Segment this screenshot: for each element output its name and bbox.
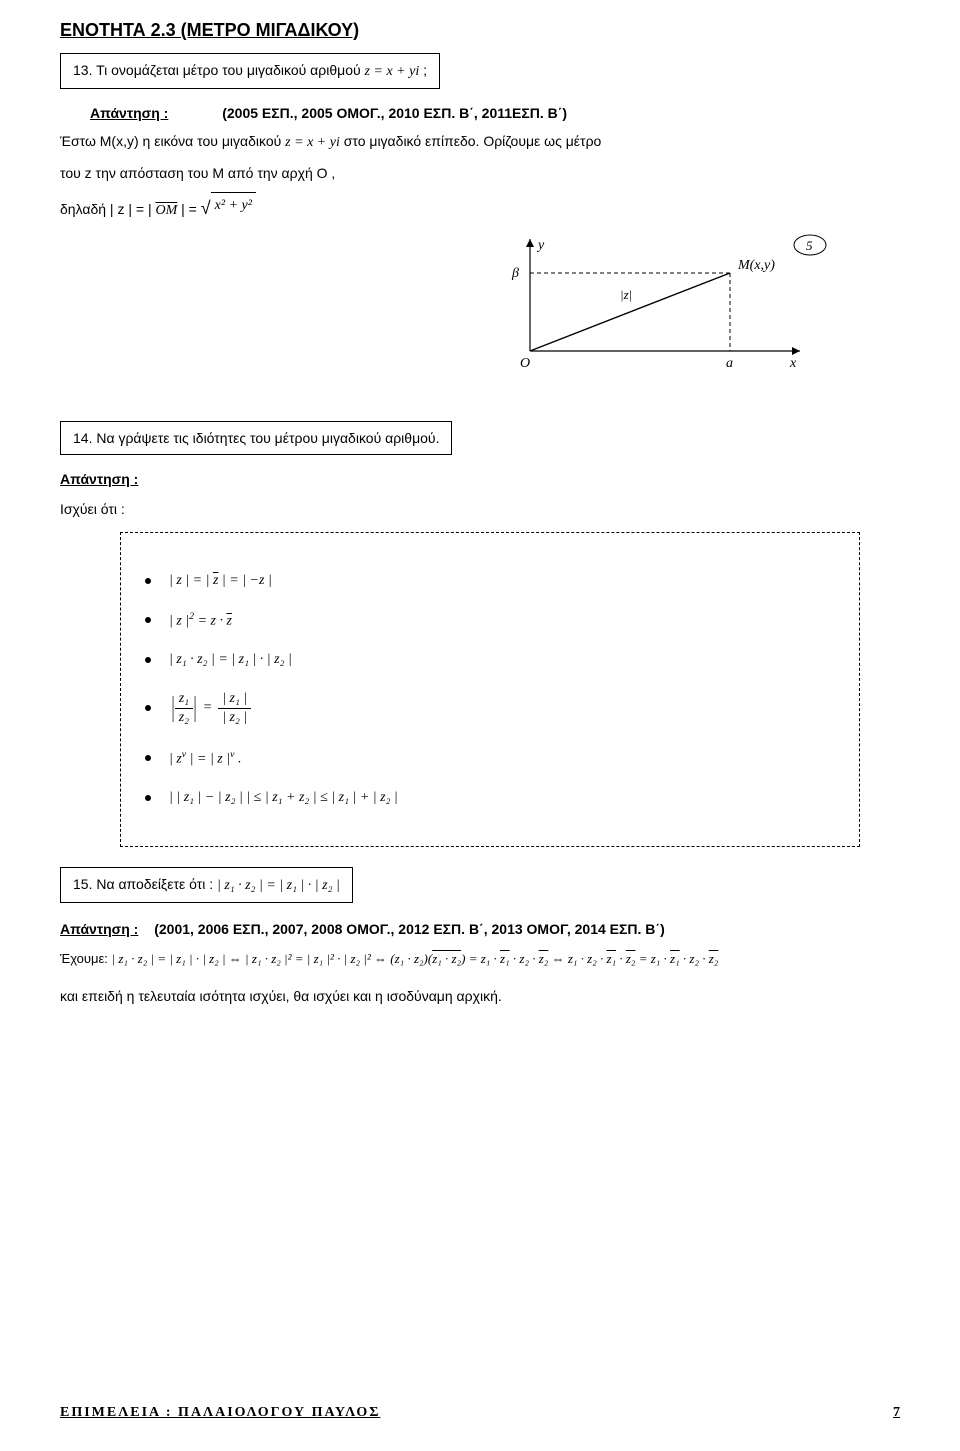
p2-b: = z ·	[194, 614, 226, 629]
q15-s4: ⇔ z₁ · z₂ ·	[548, 951, 606, 966]
q13-body-1: Έστω Μ(x,y) η εικόνα του μιγαδικού z = x…	[60, 129, 900, 155]
p5-c: .	[234, 752, 241, 767]
bullet-icon	[145, 578, 151, 584]
p6: | | z₁ | − | z₂ | | ≤ | z₁ + z₂ | ≤ | z₁…	[169, 790, 398, 806]
q15-s1: | z₁ · z₂ | = | z₁ | · | z₂ | ⇔ | z₁ · z…	[112, 951, 433, 966]
q15-refs: (2001, 2006 ΕΣΠ., 2007, 2008 ΟΜΟΓ., 2012…	[154, 921, 665, 937]
diagram-badge-label: 5	[806, 238, 813, 253]
property-3: | z₁ · z₂ | = | z₁ | · | z₂ |	[145, 652, 835, 668]
p1-a: | z | = |	[169, 573, 213, 588]
q15-s3: · z₂ ·	[510, 951, 539, 966]
properties-box: | z | = | z | = | −z | | z |2 = z · z | …	[120, 532, 860, 847]
zbar2-c: z₂	[709, 951, 719, 966]
diagram-svg: y x O a β M(x,y) |z| 5	[420, 231, 860, 391]
property-6: | | z₁ | − | z₂ | | ≤ | z₁ + z₂ | ≤ | z₁…	[145, 790, 835, 806]
answer-label: Απάντηση :	[90, 105, 168, 121]
q13-body1-b: στο μιγαδικό επίπεδο. Ορίζουμε ως μέτρο	[344, 133, 602, 149]
q13-expr: z = x + yi	[365, 64, 420, 79]
zbar2-b: z₂	[626, 951, 636, 966]
bullet-icon	[145, 657, 151, 663]
diagram-z-label: |z|	[620, 287, 632, 302]
p2-a: | z |	[169, 614, 189, 629]
property-2: | z |2 = z · z	[145, 611, 835, 630]
bullet-icon	[145, 795, 151, 801]
p4-num-l: z₁	[175, 690, 193, 709]
diagram-a-label: a	[726, 356, 733, 371]
bullet-icon	[145, 617, 151, 623]
p5-b: | = | z |	[186, 752, 230, 767]
answer-label-2: Απάντηση :	[60, 471, 138, 487]
q15-s5: ·	[616, 951, 626, 966]
property-4: | z₁z₂ | = | z₁ || z₂ |	[145, 690, 835, 727]
q15-s7: · z₂ ·	[680, 951, 709, 966]
bullet-icon	[145, 705, 151, 711]
question-14-box: 14. Να γράψετε τις ιδιότητες του μέτρου …	[60, 421, 452, 455]
complex-plane-diagram: y x O a β M(x,y) |z| 5	[420, 231, 860, 391]
p1-b: | = | −z |	[218, 573, 271, 588]
q13-body1-a: Έστω Μ(x,y) η εικόνα του μιγαδικού	[60, 133, 285, 149]
zbar1-c: z₁	[670, 951, 680, 966]
zbar1-b: z₁	[607, 951, 617, 966]
zz-bar: z₁ · z₂	[432, 951, 461, 966]
diagram-x-label: x	[789, 356, 797, 371]
q13-sqrt-body: x² + y²	[211, 192, 256, 218]
q13-body-3: δηλαδή | z | = | OM | = √ x² + y²	[60, 192, 900, 224]
zbar2-a: z₂	[539, 951, 549, 966]
q13-prompt-suffix: ;	[423, 62, 427, 78]
q14-prompt: 14. Να γράψετε τις ιδιότητες του μέτρου …	[73, 430, 439, 446]
bullet-icon	[145, 755, 151, 761]
q15-proof-line: Έχουμε: | z₁ · z₂ | = | z₁ | · | z₂ | ⇔ …	[60, 947, 900, 970]
p5-a: | z	[169, 752, 182, 767]
q13-body1-expr: z = x + yi	[285, 135, 340, 150]
q13-answer-line: Απάντηση : (2005 ΕΣΠ., 2005 ΟΜΟΓ., 2010 …	[90, 105, 900, 121]
p4-num-r: z₁	[230, 691, 240, 706]
q13-prompt-prefix: 13. Τι ονομάζεται μέτρο του μιγαδικού αρ…	[73, 62, 365, 78]
q14-intro: Ισχύει ότι :	[60, 497, 900, 522]
p3: | z₁ · z₂ | = | z₁ | · | z₂ |	[169, 652, 292, 668]
p4-den-l: z₂	[175, 709, 193, 727]
q13-refs: (2005 ΕΣΠ., 2005 ΟΜΟΓ., 2010 ΕΣΠ. Β΄, 20…	[222, 105, 567, 121]
footer-credit: ΕΠΙΜΕΛΕΙΑ : ΠΑΛΑΙΟΛΟΓΟΥ ΠΑΥΛΟΣ	[60, 1405, 380, 1421]
section-title: ΕΝΟΤΗΤΑ 2.3 (ΜΕΤΡΟ ΜΙΓΑΔΙΚΟΥ)	[60, 20, 900, 41]
p4-den-r: z₂	[230, 710, 240, 725]
property-5: | zν | = | z |ν .	[145, 749, 835, 768]
property-1: | z | = | z | = | −z |	[145, 573, 835, 589]
answer-label-3: Απάντηση :	[60, 921, 138, 937]
diagram-y-label: y	[536, 238, 545, 253]
sqrt-icon: √ x² + y²	[201, 192, 256, 224]
question-15-box: 15. Να αποδείξετε ότι : | z₁ · z₂ | = | …	[60, 867, 353, 903]
q13-body3-b: | =	[181, 201, 201, 217]
question-13-box: 13. Τι ονομάζεται μέτρο του μιγαδικού αρ…	[60, 53, 440, 89]
diagram-o-label: O	[520, 356, 530, 371]
q15-s2: ) = z₁ ·	[461, 951, 500, 966]
q15-prompt-prefix: 15. Να αποδείξετε ότι :	[73, 876, 217, 892]
diagram-m-label: M(x,y)	[737, 258, 775, 273]
q13-body-2: του z την απόσταση του M από την αρχή O …	[60, 161, 900, 186]
q13-body3-om: OM	[155, 203, 177, 218]
page-footer: ΕΠΙΜΕΛΕΙΑ : ΠΑΛΑΙΟΛΟΓΟΥ ΠΑΥΛΟΣ 7	[60, 1405, 900, 1421]
q15-proof-lead: Έχουμε:	[60, 951, 112, 966]
q15-proof-end: και επειδή η τελευταία ισότητα ισχύει, θ…	[60, 984, 900, 1009]
zbar1-a: z₁	[500, 951, 510, 966]
q15-s6: = z₁ ·	[635, 951, 670, 966]
diagram-beta-label: β	[511, 266, 519, 281]
page-number: 7	[893, 1405, 900, 1421]
q15-expr: | z₁ · z₂ | = | z₁ | · | z₂ |	[217, 878, 340, 893]
q13-body3-a: δηλαδή | z | = |	[60, 201, 155, 217]
